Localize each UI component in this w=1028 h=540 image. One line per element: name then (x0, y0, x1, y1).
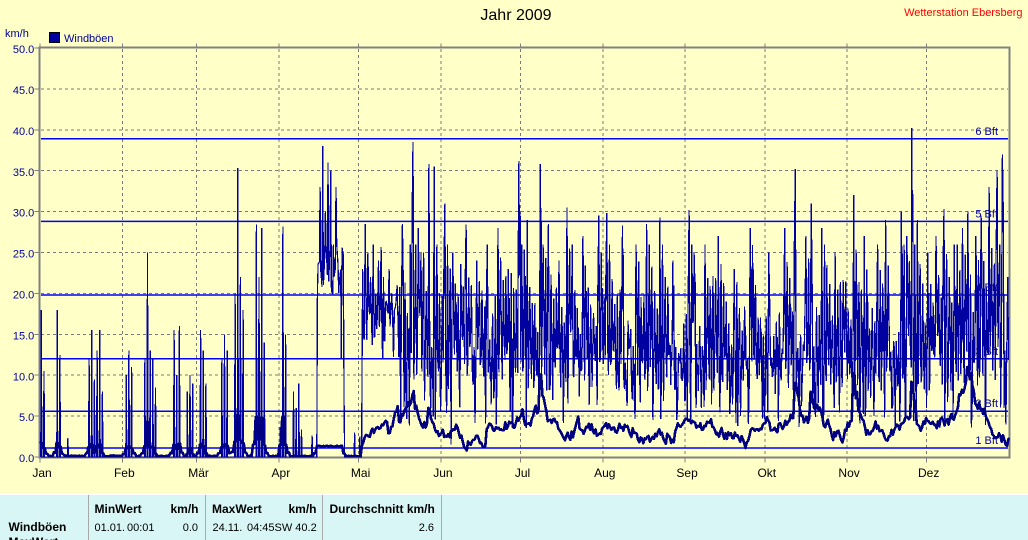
svg-text:Aug: Aug (594, 466, 615, 480)
svg-text:km/h: km/h (170, 502, 198, 516)
svg-text:01.01.: 01.01. (95, 522, 126, 534)
svg-text:2.6: 2.6 (419, 522, 434, 534)
svg-text:Mär: Mär (188, 466, 209, 480)
svg-text:Jahr 2009: Jahr 2009 (480, 7, 551, 24)
svg-text:Windböen: Windböen (64, 33, 114, 45)
svg-text:25.0: 25.0 (13, 249, 34, 261)
svg-text:MaxWert: MaxWert (9, 535, 59, 540)
svg-text:24.11.: 24.11. (213, 522, 243, 534)
svg-text:MinWert: MinWert (95, 502, 142, 516)
svg-text:5.0: 5.0 (19, 412, 34, 424)
svg-text:Mai: Mai (351, 466, 370, 480)
svg-text:1 Bft: 1 Bft (975, 435, 998, 447)
svg-text:20.0: 20.0 (13, 290, 34, 302)
svg-text:15.0: 15.0 (13, 330, 34, 342)
svg-text:45.0: 45.0 (13, 85, 34, 97)
svg-text:30.0: 30.0 (13, 208, 34, 220)
svg-text:0.0: 0.0 (19, 453, 34, 465)
svg-text:MaxWert: MaxWert (212, 502, 262, 516)
svg-text:Feb: Feb (114, 466, 135, 480)
svg-text:Durchschnitt km/h: Durchschnitt km/h (330, 502, 435, 516)
svg-text:Okt: Okt (757, 466, 776, 480)
svg-text:Apr: Apr (272, 466, 291, 480)
svg-text:10.0: 10.0 (13, 371, 34, 383)
svg-text:Jul: Jul (515, 466, 530, 480)
svg-text:Sep: Sep (676, 466, 698, 480)
svg-text:0.0: 0.0 (183, 522, 198, 534)
svg-text:50.0: 50.0 (13, 44, 34, 56)
svg-text:Nov: Nov (838, 466, 859, 480)
svg-text:Windböen: Windböen (9, 520, 67, 534)
svg-text:km/h: km/h (5, 28, 29, 40)
svg-text:00:01: 00:01 (127, 522, 155, 534)
svg-text:40.0: 40.0 (13, 126, 34, 138)
svg-text:Dez: Dez (918, 466, 939, 480)
svg-text:04:45SW 40.2: 04:45SW 40.2 (247, 522, 317, 534)
svg-text:Jun: Jun (433, 466, 452, 480)
svg-text:Wetterstation Ebersberg: Wetterstation Ebersberg (904, 7, 1022, 19)
svg-text:km/h: km/h (288, 502, 316, 516)
svg-text:35.0: 35.0 (13, 167, 34, 179)
svg-text:Jan: Jan (32, 466, 51, 480)
svg-text:6 Bft: 6 Bft (975, 126, 998, 138)
svg-text:5 Bft: 5 Bft (975, 208, 998, 220)
